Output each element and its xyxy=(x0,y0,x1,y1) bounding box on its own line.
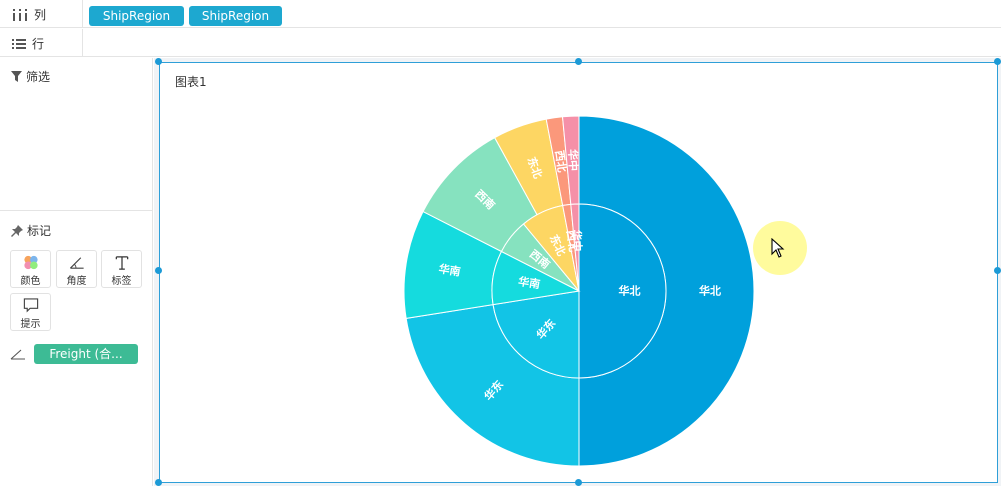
angle-field-pill[interactable]: Freight (合... xyxy=(34,344,138,364)
columns-label-text: 列 xyxy=(34,8,47,22)
inner-slice-华东[interactable] xyxy=(492,290,580,379)
chart-frame[interactable]: 图表1 华北 华东 华南 西南 东北 西北 华中 华北 华东 华南 西南 东北 西北 华中 xyxy=(159,62,998,483)
angle-small-icon xyxy=(10,349,25,360)
resize-handle-bottom-left[interactable] xyxy=(155,479,162,486)
resize-handle-top-left[interactable] xyxy=(155,58,162,65)
inner-label-华南: 华南 xyxy=(517,274,541,291)
column-pill-shipregion-2[interactable]: ShipRegion xyxy=(189,6,282,26)
resize-handle-top-right[interactable] xyxy=(994,58,1001,65)
outer-label-华南: 华南 xyxy=(438,261,462,278)
outer-label-西北: 西北 xyxy=(553,149,570,173)
color-mark-label: 颜色 xyxy=(20,276,41,287)
shelf-divider xyxy=(82,0,83,28)
angle-mark-button[interactable]: 角度 xyxy=(56,250,97,288)
text-t-icon xyxy=(115,256,128,270)
resize-handle-bottom-center[interactable] xyxy=(575,479,582,486)
tooltip-mark-button[interactable]: 提示 xyxy=(10,293,51,331)
inner-slice-华北[interactable] xyxy=(578,203,667,379)
resize-handle-middle-left[interactable] xyxy=(155,267,162,274)
resize-handle-middle-right[interactable] xyxy=(994,267,1001,274)
filter-section-header[interactable]: 筛选 xyxy=(11,68,50,85)
filter-icon xyxy=(11,71,22,82)
inner-label-华北: 华北 xyxy=(618,284,640,298)
column-pill-shipregion-1[interactable]: ShipRegion xyxy=(89,6,184,26)
marks-label: 标记 xyxy=(27,224,52,238)
rows-label-text: 行 xyxy=(32,37,45,51)
marks-divider xyxy=(0,210,153,211)
outer-label-华北: 华北 xyxy=(699,284,721,298)
shelf-divider xyxy=(82,29,83,57)
color-mark-button[interactable]: 颜色 xyxy=(10,250,51,288)
outer-label-华中: 华中 xyxy=(566,149,581,172)
pin-icon xyxy=(11,224,23,237)
color-palette-icon xyxy=(23,255,38,270)
angle-field-row: Freight (合... xyxy=(10,344,138,364)
angle-mark-label: 角度 xyxy=(66,276,87,287)
left-panel: 筛选 标记 颜色 角度 标签 提示 xyxy=(0,58,153,486)
inner-slice-华中[interactable] xyxy=(570,203,580,292)
label-mark-button[interactable]: 标签 xyxy=(101,250,142,288)
rows-shelf: 行 xyxy=(0,29,1001,57)
angle-icon xyxy=(69,257,84,269)
mouse-cursor-icon xyxy=(771,238,785,258)
columns-shelf: 列 ShipRegion ShipRegion xyxy=(0,0,1001,28)
columns-shelf-label: 列 xyxy=(12,6,46,23)
inner-label-华中: 华中 xyxy=(570,229,585,252)
speech-bubble-icon xyxy=(23,298,38,313)
tooltip-mark-label: 提示 xyxy=(20,319,41,330)
chart-title: 图表1 xyxy=(175,75,207,89)
resize-handle-top-center[interactable] xyxy=(575,58,582,65)
filter-label: 筛选 xyxy=(26,70,51,84)
marks-section-header: 标记 xyxy=(11,222,51,239)
rows-icon xyxy=(12,38,26,49)
columns-icon xyxy=(13,8,27,21)
label-mark-label: 标签 xyxy=(111,276,132,287)
rows-shelf-label: 行 xyxy=(12,35,44,52)
